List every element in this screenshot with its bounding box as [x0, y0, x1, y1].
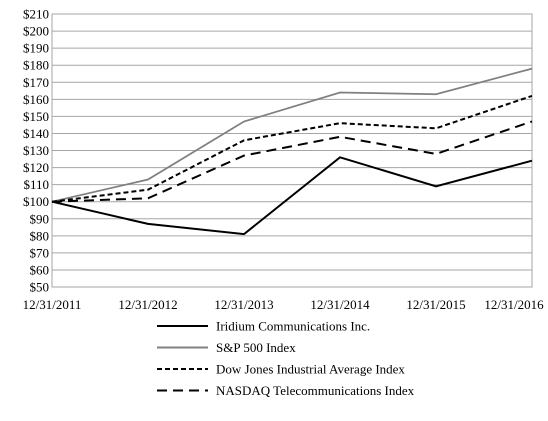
legend-label: Iridium Communications Inc.: [216, 319, 370, 334]
legend-item-dowjones: Dow Jones Industrial Average Index: [157, 362, 405, 377]
y-tick-label: $130: [23, 143, 49, 158]
y-tick-label: $150: [23, 109, 49, 124]
y-tick-label: $100: [23, 194, 49, 209]
series-line-iridium: [51, 156, 533, 236]
series-line-sp500: [51, 67, 533, 203]
x-tick-label: 12/31/2013: [214, 297, 273, 312]
x-tick-label: 12/31/2011: [23, 297, 82, 312]
y-tick-label: $90: [30, 211, 50, 226]
y-tick-label: $110: [23, 177, 49, 192]
legend-item-sp500: S&P 500 Index: [157, 340, 296, 355]
series-line-dowjones: [51, 94, 533, 203]
y-axis-ticks: $50 $60 $70 $80 $90 $100 $110 $120 $130 $140 $150 $…: [23, 7, 49, 295]
legend-item-nasdaq: NASDAQ Telecommunications Index: [157, 383, 415, 398]
x-tick-label: 12/31/2016: [484, 297, 544, 312]
y-tick-label: $140: [23, 126, 49, 141]
legend: Iridium Communications Inc. S&P 500 Index…: [157, 319, 415, 398]
x-axis-ticks: 12/31/2011 12/31/2012 12/31/2013 12/31/2014…: [23, 297, 544, 312]
y-tick-label: $170: [23, 75, 49, 90]
y-tick-label: $210: [23, 7, 49, 22]
y-tick-label: $70: [30, 245, 50, 260]
series-lines: [51, 67, 533, 236]
x-tick-label: 12/31/2014: [310, 297, 370, 312]
y-tick-label: $190: [23, 41, 49, 56]
y-tick-label: $180: [23, 58, 49, 73]
series-line-nasdaq: [51, 120, 533, 203]
gridlines: [52, 13, 532, 288]
legend-label: S&P 500 Index: [216, 340, 296, 355]
x-tick-label: 12/31/2012: [118, 297, 177, 312]
y-tick-label: $50: [30, 280, 50, 295]
legend-label: NASDAQ Telecommunications Index: [216, 383, 415, 398]
legend-label: Dow Jones Industrial Average Index: [216, 362, 405, 377]
y-tick-label: $80: [30, 228, 50, 243]
y-tick-label: $200: [23, 24, 49, 39]
x-tick-label: 12/31/2015: [406, 297, 465, 312]
legend-item-iridium: Iridium Communications Inc.: [157, 319, 370, 334]
y-tick-label: $160: [23, 92, 49, 107]
plot-area-border: [51, 13, 533, 288]
y-tick-label: $120: [23, 160, 49, 175]
y-tick-label: $60: [30, 262, 50, 277]
